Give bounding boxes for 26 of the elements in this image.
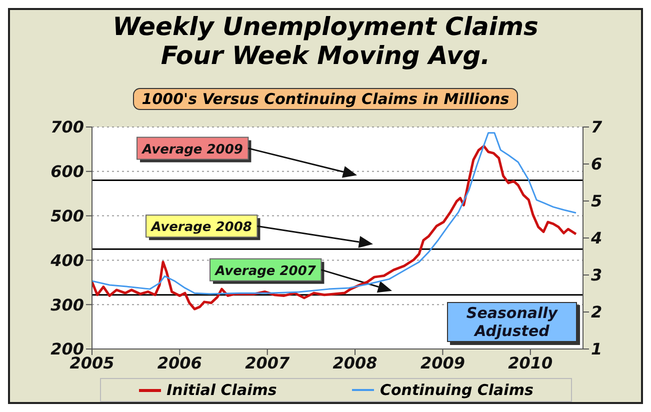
x-tick-label: 2008: [332, 353, 378, 372]
line-series: [92, 132, 577, 295]
chart-subtitle: 1000's Versus Continuing Claims in Millions: [132, 88, 518, 110]
y2-tick-label: 1: [591, 340, 602, 359]
y2-tick-label: 7: [591, 118, 603, 137]
x-tick-label: 2006: [157, 353, 202, 372]
x-tick-label: 2009: [420, 353, 465, 372]
x-tick-label: 2010: [508, 353, 553, 372]
x-tick-label: 2007: [245, 353, 290, 372]
y2-tick-label: 2: [591, 302, 602, 322]
ref-line-label: Average 2007: [214, 264, 317, 279]
y2-tick-label: 3: [591, 266, 602, 285]
y2-tick-label: 6: [591, 154, 602, 174]
y-tick-label: 500: [50, 206, 84, 226]
annotation: Seasonally Adjusted: [447, 302, 577, 342]
y-tick-label: 300: [50, 295, 84, 314]
ref-line-label: Average 2009: [141, 142, 243, 158]
chart-title: Weekly Unemployment Claims Four Week Moving Avg.: [112, 12, 540, 70]
y2-tick-label: 4: [590, 228, 602, 248]
ref-line-label: Average 2008: [150, 220, 252, 236]
y-tick-label: 600: [50, 162, 84, 182]
y-tick-label: 700: [50, 118, 84, 137]
legend-label: Initial Claims: [166, 381, 277, 399]
y-tick-label: 400: [50, 250, 84, 270]
y2-tick-label: 5: [591, 192, 602, 211]
legend-label: Continuing Claims: [380, 381, 534, 399]
